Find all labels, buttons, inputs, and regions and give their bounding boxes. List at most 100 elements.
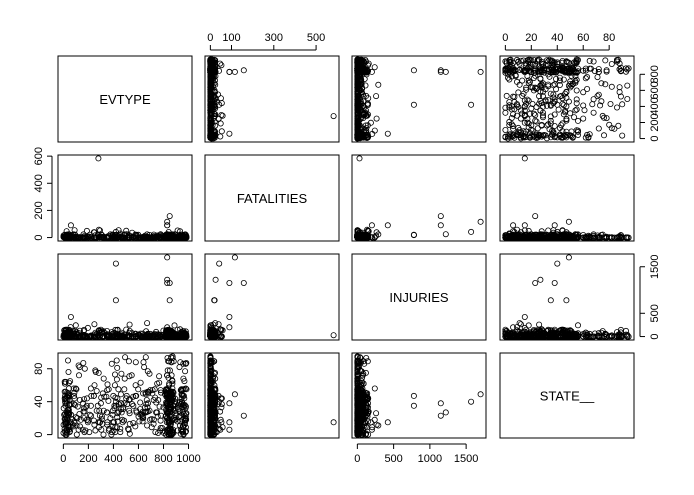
- data-point: [595, 91, 602, 98]
- data-point: [356, 67, 363, 74]
- data-point: [551, 279, 558, 286]
- data-point: [538, 100, 545, 107]
- data-point: [356, 155, 363, 162]
- data-point: [528, 64, 535, 71]
- data-point: [623, 65, 630, 72]
- data-point: [521, 222, 528, 229]
- data-point: [543, 102, 550, 109]
- data-point: [601, 132, 608, 139]
- data-point: [83, 227, 90, 234]
- data-point: [112, 260, 119, 267]
- data-point: [597, 102, 604, 109]
- data-point: [211, 67, 218, 74]
- data-point: [559, 120, 566, 127]
- data-point: [594, 93, 601, 100]
- data-point: [510, 125, 517, 132]
- data-point: [166, 213, 173, 220]
- data-point: [442, 231, 449, 238]
- data-point: [602, 81, 609, 88]
- variable-label: FATALITIES: [237, 191, 308, 206]
- data-point: [521, 97, 528, 104]
- data-point: [532, 60, 539, 67]
- data-point: [540, 109, 547, 116]
- data-point: [216, 260, 223, 267]
- data-point: [584, 86, 591, 93]
- data-point: [580, 67, 587, 74]
- data-point: [547, 120, 554, 127]
- data-point: [617, 93, 624, 100]
- data-point: [625, 65, 632, 72]
- data-point: [540, 114, 547, 121]
- panel-frame: [57, 55, 193, 143]
- data-point: [533, 118, 540, 125]
- data-point: [517, 107, 524, 114]
- data-point: [532, 213, 539, 220]
- data-point: [619, 132, 626, 139]
- data-point: [563, 58, 570, 65]
- data-point: [573, 87, 580, 94]
- data-point: [504, 74, 511, 81]
- data-point: [537, 68, 544, 75]
- data-point: [72, 322, 79, 329]
- data-point: [590, 96, 597, 103]
- data-point: [212, 276, 219, 283]
- data-point: [571, 114, 578, 121]
- data-point: [551, 123, 558, 130]
- data-point: [616, 84, 623, 91]
- data-point: [164, 254, 171, 261]
- data-point: [590, 109, 597, 116]
- data-point: [231, 68, 238, 75]
- data-point: [354, 100, 361, 107]
- data-point: [545, 58, 552, 65]
- panel-injuries-vs-fatalities: [204, 253, 340, 341]
- data-point: [540, 103, 547, 110]
- data-point: [510, 68, 517, 75]
- data-point: [586, 131, 593, 138]
- data-point: [506, 57, 513, 64]
- data-point: [506, 59, 513, 66]
- data-point: [599, 112, 606, 119]
- data-point: [525, 64, 532, 71]
- data-point: [607, 101, 614, 108]
- data-point: [616, 89, 623, 96]
- data-point: [356, 113, 363, 120]
- data-point: [616, 66, 623, 73]
- data-point: [365, 95, 372, 102]
- panel-injuries-vs-evtype: [57, 253, 193, 341]
- data-point: [212, 81, 219, 88]
- data-point: [208, 109, 215, 116]
- data-point: [240, 279, 247, 286]
- data-point: [355, 120, 362, 127]
- data-point: [554, 101, 561, 108]
- data-point: [540, 112, 547, 119]
- data-point: [575, 131, 582, 138]
- data-point: [521, 130, 528, 137]
- data-point: [582, 75, 589, 82]
- data-point: [515, 58, 522, 65]
- data-point: [171, 322, 178, 329]
- data-point: [207, 130, 214, 137]
- data-point: [586, 57, 593, 64]
- data-point: [563, 117, 570, 124]
- data-point: [547, 297, 554, 304]
- data-point: [367, 119, 374, 126]
- data-point: [545, 121, 552, 128]
- data-point: [527, 110, 534, 117]
- data-point: [521, 113, 528, 120]
- data-point: [525, 124, 532, 131]
- data-point: [559, 95, 566, 102]
- data-point: [540, 93, 547, 100]
- data-point: [563, 134, 570, 141]
- data-point: [354, 124, 361, 131]
- data-point: [502, 69, 509, 76]
- data-point: [524, 73, 531, 80]
- data-point: [210, 93, 217, 100]
- data-point: [508, 121, 515, 128]
- data-point: [525, 322, 532, 329]
- data-point: [532, 279, 539, 286]
- data-point: [573, 76, 580, 83]
- data-point: [208, 127, 215, 134]
- data-point: [527, 134, 534, 141]
- data-point: [477, 218, 484, 225]
